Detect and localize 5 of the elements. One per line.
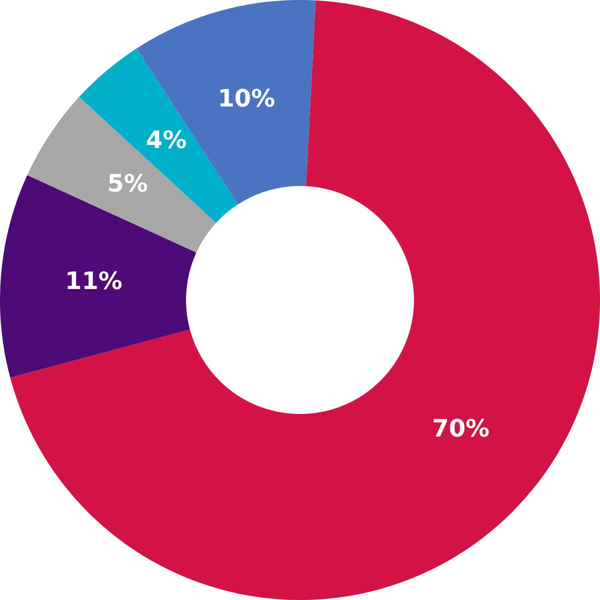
data-label: 11%	[65, 266, 122, 295]
data-label: 4%	[146, 126, 187, 154]
data-label: 10%	[218, 84, 276, 112]
data-label: 70%	[432, 414, 490, 443]
data-label: 5%	[107, 170, 148, 198]
